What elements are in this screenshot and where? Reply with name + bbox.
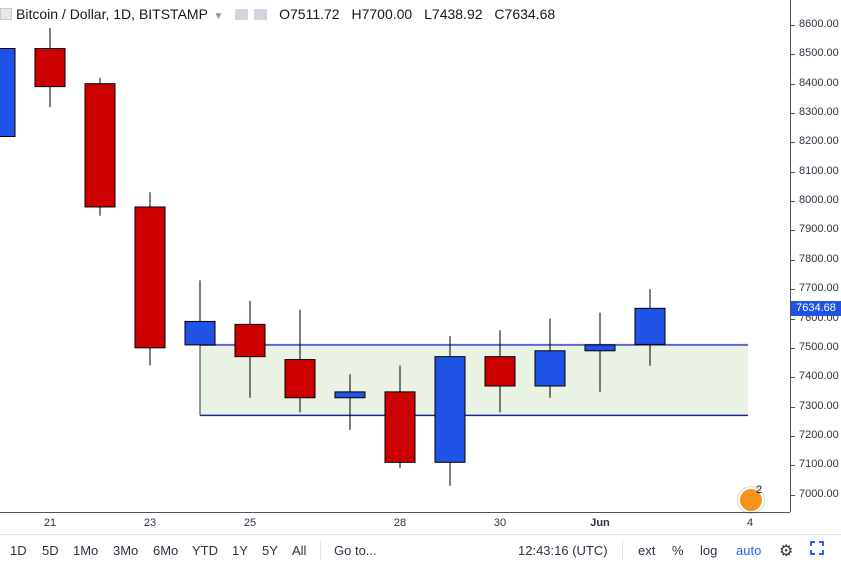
time-tick-label: 21 (43, 517, 57, 529)
symbol-title[interactable]: Bitcoin / Dollar, 1D, BITSTAMP (16, 6, 208, 22)
price-axis[interactable]: 8600.00 8500.00 8400.00 8300.00 8200.00 8100.… (790, 0, 841, 512)
low-value: 7438.92 (431, 6, 483, 22)
price-tick-mark (791, 83, 795, 85)
price-tick-label: 7400.00 (799, 370, 839, 383)
close-value: 7634.68 (504, 6, 556, 22)
badge-count: 2 (756, 484, 763, 496)
high-value: 7700.00 (361, 6, 413, 22)
price-tick-mark (791, 54, 795, 56)
price-tick-label: 8100.00 (799, 164, 839, 177)
candle-body (284, 359, 316, 399)
price-tick-mark (791, 318, 795, 320)
price-tick-mark (791, 25, 795, 26)
open-label: O (279, 6, 291, 22)
candle-body (0, 47, 16, 138)
price-tick-mark (791, 406, 795, 408)
range-1y-button[interactable]: 1Y (232, 543, 248, 558)
ext-toggle[interactable]: ext (638, 543, 656, 558)
symbol-legend: Bitcoin / Dollar, 1D, BITSTAMP ▼ O7511.7… (0, 6, 555, 26)
price-tick-label: 7000.00 (799, 487, 839, 500)
chart-area[interactable]: Bitcoin / Dollar, 1D, BITSTAMP ▼ O7511.7… (0, 0, 790, 513)
candle-body (84, 83, 116, 208)
settings-icon[interactable] (254, 9, 268, 20)
gear-icon[interactable]: ⚙ (779, 543, 794, 560)
price-tick-mark (791, 171, 795, 173)
time-axis[interactable]: 21 23 25 28 30 Jun 4 (0, 512, 790, 535)
time-tick-label: 25 (243, 517, 257, 529)
candle-body (484, 356, 516, 387)
range-5y-button[interactable]: 5Y (262, 543, 278, 558)
price-tick-label: 7500.00 (799, 340, 839, 353)
high-label: H (351, 6, 362, 22)
candle-body (184, 320, 216, 346)
open-value: 7511.72 (290, 6, 340, 22)
price-tick-label: 7100.00 (799, 458, 839, 471)
toolbar-divider (622, 540, 623, 560)
time-tick-label: Jun (590, 517, 610, 529)
log-toggle[interactable]: log (700, 543, 718, 558)
range-1d-button[interactable]: 1D (10, 543, 27, 558)
price-tick-label: 8300.00 (799, 106, 839, 119)
price-tick-mark (791, 465, 795, 467)
toolbar-divider (320, 540, 321, 560)
time-tick-label: 28 (393, 517, 407, 529)
candle-body (34, 47, 66, 88)
candle-body (584, 344, 616, 352)
price-tick-mark (791, 494, 795, 496)
candle-body (534, 350, 566, 387)
candle-body (634, 307, 666, 345)
price-tick-label: 7300.00 (799, 399, 839, 412)
candle-body (334, 391, 366, 399)
price-tick-mark (791, 142, 795, 144)
percent-toggle[interactable]: % (672, 543, 684, 558)
eye-icon[interactable] (235, 9, 249, 20)
last-price-label: 7634.68 (791, 301, 841, 317)
bottom-toolbar: 1D 5D 1Mo 3Mo 6Mo YTD 1Y 5Y All Go to...… (0, 534, 841, 565)
price-tick-label: 8200.00 (799, 135, 839, 148)
candle-body (134, 206, 166, 349)
range-ytd-button[interactable]: YTD (192, 543, 218, 558)
candle-body (434, 356, 466, 463)
time-tick-label: 23 (143, 517, 157, 529)
goto-button[interactable]: Go to... (334, 543, 377, 558)
range-all-button[interactable]: All (292, 543, 307, 558)
range-1mo-button[interactable]: 1Mo (73, 543, 99, 558)
candle-body (234, 323, 266, 358)
price-tick-mark (791, 377, 795, 379)
close-label: C (494, 6, 505, 22)
chevron-down-icon[interactable]: ▼ (213, 11, 224, 22)
flag-badge-icon[interactable] (738, 487, 764, 513)
legend-icon (0, 8, 12, 20)
auto-toggle[interactable]: auto (736, 543, 762, 558)
low-label: L (424, 6, 432, 22)
price-tick-label: 7900.00 (799, 223, 839, 236)
price-tick-mark (791, 289, 795, 291)
price-tick-mark (791, 230, 795, 232)
fullscreen-icon[interactable] (810, 541, 824, 555)
price-tick-label: 7700.00 (799, 282, 839, 295)
candle-body (384, 391, 416, 463)
range-5d-button[interactable]: 5D (42, 543, 59, 558)
price-tick-label: 8600.00 (799, 18, 839, 30)
range-box (200, 344, 748, 416)
time-tick-label: 30 (493, 517, 507, 529)
range-3mo-button[interactable]: 3Mo (113, 543, 139, 558)
time-tick-label: 4 (746, 517, 754, 529)
price-tick-label: 8400.00 (799, 76, 839, 89)
candlestick-chart[interactable] (0, 0, 790, 512)
range-6mo-button[interactable]: 6Mo (153, 543, 179, 558)
price-tick-label: 8000.00 (799, 194, 839, 207)
price-tick-mark (791, 113, 795, 115)
price-tick-label: 7200.00 (799, 428, 839, 441)
price-tick-mark (791, 201, 795, 203)
price-tick-mark (791, 259, 795, 261)
price-tick-mark (791, 435, 795, 437)
price-tick-mark (791, 347, 795, 349)
clock-display[interactable]: 12:43:16 (UTC) (518, 543, 608, 558)
price-tick-label: 7800.00 (799, 252, 839, 265)
price-tick-label: 8500.00 (799, 47, 839, 60)
